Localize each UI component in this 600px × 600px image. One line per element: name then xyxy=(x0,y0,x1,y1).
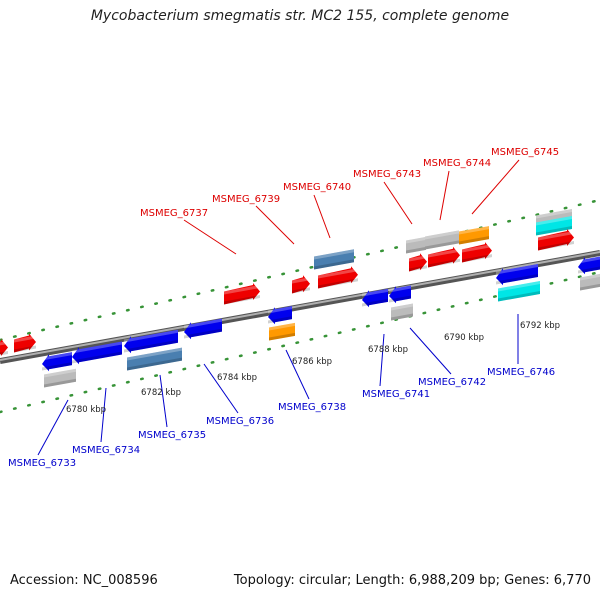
gene-block-r4 xyxy=(184,318,222,340)
reverse-gene-label: MSMEG_6734 xyxy=(72,445,140,456)
gene-block-f1 xyxy=(14,333,36,353)
gene-block-c1 xyxy=(498,280,540,302)
gene-block-r1 xyxy=(42,352,72,372)
gene-block-f0 xyxy=(0,338,8,356)
reverse-gene-label: MSMEG_6735 xyxy=(138,430,206,441)
gene-block-o1 xyxy=(269,322,295,341)
reverse-label-leader xyxy=(379,333,385,387)
gene-blocks xyxy=(0,209,600,388)
tick-label: 6790 kbp xyxy=(444,333,484,343)
gene-block-g3 xyxy=(406,236,426,254)
tick-label: 6788 kbp xyxy=(368,345,408,355)
gene-block-f4 xyxy=(318,266,358,289)
forward-label-leader xyxy=(255,205,295,245)
forward-gene-label: MSMEG_6737 xyxy=(140,208,208,219)
gene-block-s1 xyxy=(127,347,182,371)
tick-label: 6784 kbp xyxy=(217,373,257,383)
forward-label-leader xyxy=(183,219,237,255)
gene-block-o2 xyxy=(459,226,489,245)
gene-block-g1 xyxy=(44,368,76,388)
reverse-gene-label: MSMEG_6741 xyxy=(362,389,430,400)
forward-strand-guide xyxy=(0,198,600,342)
reverse-gene-label: MSMEG_6736 xyxy=(206,416,274,427)
tick-label: 6786 kbp xyxy=(292,357,332,367)
reverse-label-leader xyxy=(159,374,168,428)
gene-block-r5 xyxy=(268,306,292,325)
forward-label-leader xyxy=(439,170,450,221)
reverse-strand-guide xyxy=(0,270,600,414)
reverse-label-leader xyxy=(285,349,310,400)
gene-block-c2 xyxy=(536,216,572,236)
genome-axis xyxy=(0,250,600,364)
gene-block-r6 xyxy=(362,288,388,308)
gene-labels: MSMEG_6737 MSMEG_6739MSMEG_6740MSMEG_6743… xyxy=(8,147,559,469)
gene-block-s2 xyxy=(314,249,354,270)
reverse-label-leader xyxy=(203,363,239,414)
gene-block-f8 xyxy=(538,229,574,251)
forward-gene-label: MSMEG_6740 xyxy=(283,182,351,193)
page-title: Mycobacterium smegmatis str. MC2 155, co… xyxy=(90,8,510,24)
strand-guides xyxy=(0,198,600,414)
gene-block-g4 xyxy=(425,230,459,250)
tick-label: 6782 kbp xyxy=(141,388,181,398)
reverse-gene-label: MSMEG_6742 xyxy=(418,377,486,388)
forward-gene-label: MSMEG_6743 xyxy=(353,169,421,180)
reverse-gene-label: MSMEG_6733 xyxy=(8,458,76,469)
gene-block-f6 xyxy=(428,246,460,268)
gene-block-g6 xyxy=(580,273,600,291)
forward-label-leader xyxy=(471,159,520,215)
forward-label-leader xyxy=(313,194,331,239)
forward-gene-label: MSMEG_6744 xyxy=(423,158,491,169)
gene-block-f2 xyxy=(224,283,260,305)
reverse-label-leader xyxy=(100,387,107,443)
reverse-gene-label: MSMEG_6746 xyxy=(487,367,555,378)
tick-labels: 6780 kbp 6782 kbp 6784 kbp 6786 kbp 6788 kbp… xyxy=(66,321,560,415)
reverse-label-leader xyxy=(409,327,452,375)
forward-gene-label: MSMEG_6745 xyxy=(491,147,559,158)
gene-block-r7 xyxy=(389,285,411,304)
reverse-gene-label: MSMEG_6738 xyxy=(278,402,346,413)
forward-label-leader xyxy=(383,181,413,225)
gene-block-r3 xyxy=(124,329,178,354)
reverse-label-leader xyxy=(37,399,69,456)
gene-block-g2 xyxy=(391,303,413,321)
forward-gene-label: MSMEG_6739 xyxy=(212,194,280,205)
label-leaders xyxy=(37,159,520,456)
tick-label: 6792 kbp xyxy=(520,321,560,331)
gene-block-f5 xyxy=(409,253,427,272)
tick-label: 6780 kbp xyxy=(66,405,106,415)
gene-block-r8 xyxy=(496,263,538,286)
accession-label: Accession: NC_008596 xyxy=(10,573,158,588)
gene-block-r9 xyxy=(578,256,600,275)
genome-summary: Topology: circular; Length: 6,988,209 bp… xyxy=(233,573,591,588)
gene-block-r2 xyxy=(72,341,122,365)
gene-block-f3 xyxy=(292,275,310,294)
gene-block-f7 xyxy=(462,242,492,263)
